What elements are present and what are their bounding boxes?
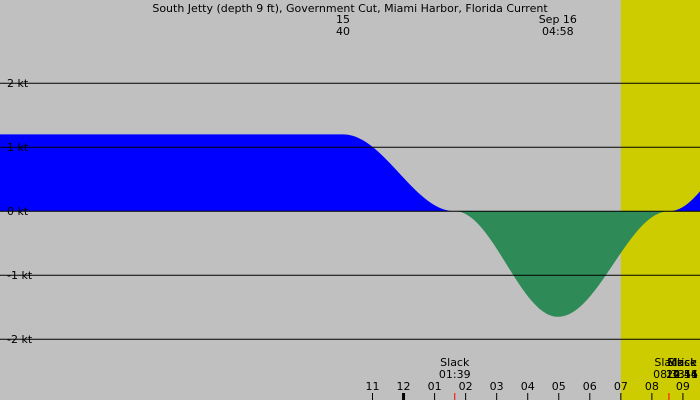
event-time: 12:16 <box>666 368 698 381</box>
extreme-date: Sep 16 <box>539 13 577 26</box>
hour-label: 11 <box>366 380 380 393</box>
event-label: Slack <box>654 356 684 369</box>
event-label: Slack <box>440 356 470 369</box>
extreme-date: 15 <box>336 13 350 26</box>
y-axis-labels: 2 kt 1 kt 0 kt -1 kt -2 kt <box>7 77 33 346</box>
x-axis-ticks: 11 12 01 02 03 04 05 06 07 08 09 <box>366 380 690 400</box>
daylight-band <box>620 0 700 400</box>
event-label: Slack <box>667 356 697 369</box>
chart-title: South Jetty (depth 9 ft), Government Cut… <box>152 2 548 15</box>
extreme-time: 40 <box>336 25 350 38</box>
hour-label: 07 <box>614 380 628 393</box>
y-tick-label: 0 kt <box>7 205 29 218</box>
flood-area <box>0 134 700 212</box>
y-tick-label: 2 kt <box>7 77 29 90</box>
hour-label: 05 <box>552 380 566 393</box>
y-tick-label: -2 kt <box>7 333 33 346</box>
hour-label: 12 <box>397 380 411 393</box>
extreme-time: 04:58 <box>542 25 574 38</box>
event-label: Mrise <box>667 356 697 369</box>
event-time: 08:33 <box>653 368 685 381</box>
hour-label: 09 <box>676 380 690 393</box>
event-label: Slack <box>667 356 697 369</box>
event-labels: Slack01:39Slack08:33Mrise12:16Slack14:41… <box>439 356 698 381</box>
hour-label: 06 <box>583 380 597 393</box>
y-tick-label: 1 kt <box>7 141 29 154</box>
hour-label: 03 <box>490 380 504 393</box>
y-tick-label: -1 kt <box>7 269 33 282</box>
hour-label: 01 <box>428 380 442 393</box>
event-time: 20:54 <box>666 368 698 381</box>
event-time: 14:41 <box>666 368 698 381</box>
hour-label: 08 <box>645 380 659 393</box>
hour-label: 04 <box>521 380 535 393</box>
ebb-area <box>0 211 700 317</box>
event-time: 01:39 <box>439 368 471 381</box>
grid-lines <box>0 82 700 340</box>
hour-label: 02 <box>459 380 473 393</box>
